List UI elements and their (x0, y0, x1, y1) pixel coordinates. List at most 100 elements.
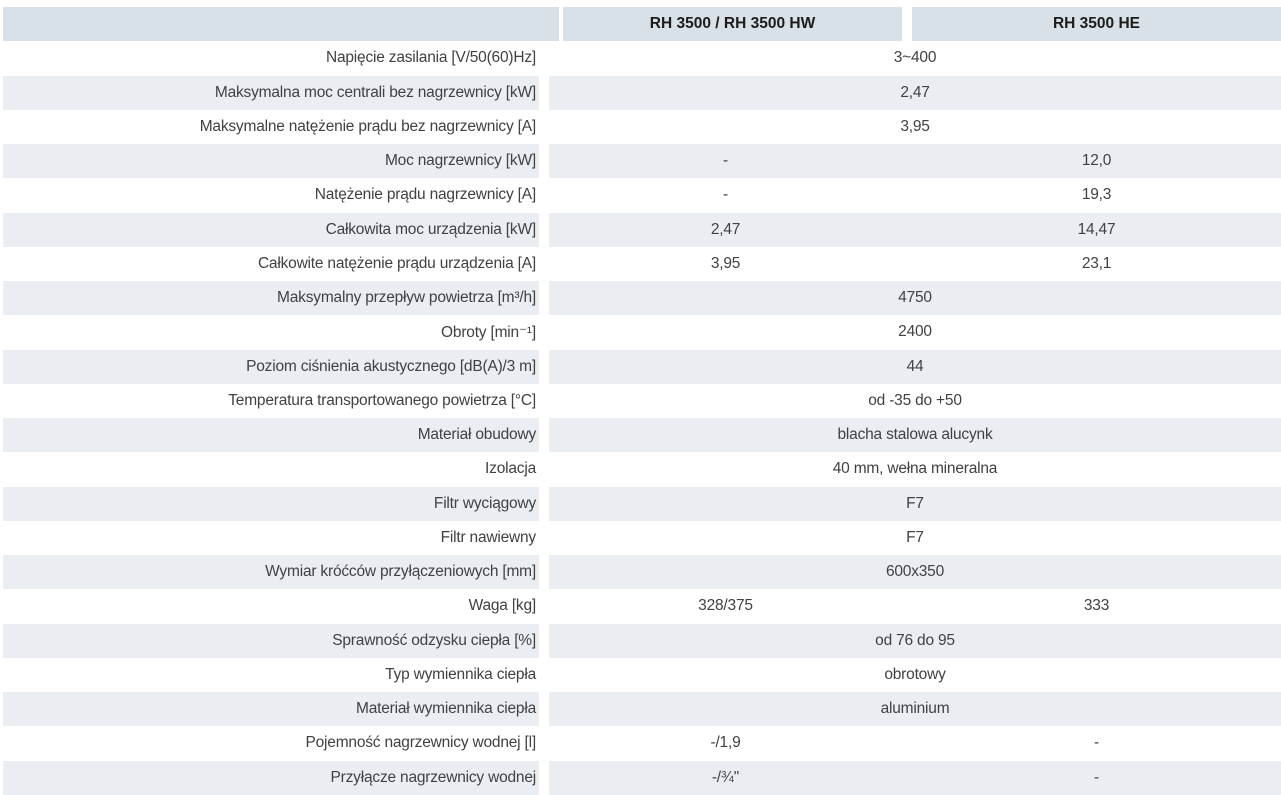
column-divider (902, 726, 912, 760)
row-data: 40 mm, wełna mineralna (549, 452, 1281, 486)
table-header-row: RH 3500 / RH 3500 HW RH 3500 HE (0, 7, 1281, 42)
row-value-merged: od -35 do +50 (868, 391, 962, 409)
row-label: Materiał obudowy (3, 418, 539, 453)
row-data: - 19,3 (549, 178, 1281, 212)
row-data: 328/375 333 (549, 589, 1281, 623)
row-data: aluminium (549, 692, 1281, 727)
row-value-merged: blacha stalowa alucynk (837, 426, 993, 444)
row-label: Moc nagrzewnicy [kW] (3, 144, 539, 179)
row-value-merged: 3,95 (900, 117, 930, 135)
row-data: 3~400 (549, 41, 1281, 75)
column-divider (539, 110, 549, 144)
row-value-merged: 2400 (898, 323, 932, 341)
column-divider (539, 247, 549, 281)
column-divider (902, 761, 912, 795)
row-label: Waga [kg] (468, 597, 537, 615)
column-header-rh3500-hw: RH 3500 / RH 3500 HW (563, 7, 902, 42)
row-value-merged: obrotowy (884, 665, 946, 683)
table-row: Typ wymiennika ciepła obrotowy (0, 658, 1281, 692)
row-value-merged: 600x350 (885, 563, 945, 581)
row-value-col1: 328/375 (698, 597, 753, 615)
row-label: Izolacja (485, 460, 536, 478)
row-value-col2: - (1094, 768, 1099, 786)
column-divider (539, 726, 549, 760)
row-value-col2: 333 (1083, 597, 1110, 615)
column-header-rh3500-he: RH 3500 HE (912, 7, 1281, 42)
row-label: Całkowite natężenie prądu urządzenia [A] (257, 254, 536, 272)
row-value-merged: F7 (906, 494, 924, 512)
row-value-merged: 2,47 (900, 83, 930, 101)
row-value-col1: 2,47 (710, 220, 741, 238)
column-divider (539, 589, 549, 623)
table-row: Wymiar króćców przyłączeniowych [mm] 600x… (0, 555, 1281, 590)
row-value-merged: 4750 (898, 289, 932, 307)
row-data: 4750 (549, 281, 1281, 316)
row-value-col2: 12,0 (1081, 152, 1112, 170)
row-label: Natężenie prądu nagrzewnicy [A] (314, 186, 536, 204)
row-data: - 12,0 (549, 144, 1281, 179)
column-divider (902, 7, 912, 41)
row-label: Temperatura transportowanego powietrza [… (228, 391, 536, 409)
column-divider (539, 418, 549, 452)
column-divider (539, 452, 549, 486)
row-value-merged: F7 (906, 528, 924, 546)
row-label: Maksymalna moc centrali bez nagrzewnicy … (3, 75, 539, 110)
row-value-merged: aluminium (880, 700, 950, 718)
table-row: Natężenie prądu nagrzewnicy [A] - 19,3 (0, 178, 1281, 212)
row-data: F7 (549, 486, 1281, 521)
row-value-merged: 44 (906, 357, 924, 375)
column-divider (539, 41, 549, 75)
column-divider (539, 213, 549, 247)
row-label: Wymiar króćców przyłączeniowych [mm] (3, 555, 539, 590)
column-divider (539, 555, 549, 589)
row-label: Filtr wyciągowy (3, 486, 539, 521)
column-divider (902, 144, 912, 178)
row-label: Napięcie zasilania [V/50(60)Hz] (325, 49, 536, 67)
table-row: Temperatura transportowanego powietrza [… (0, 384, 1281, 418)
header-empty-cell (3, 7, 559, 42)
column-divider (902, 589, 912, 623)
table-row: Materiał obudowy blacha stalowa alucynk (0, 418, 1281, 453)
column-divider (539, 315, 549, 349)
table-row: Materiał wymiennika ciepła aluminium (0, 692, 1281, 727)
column-divider (902, 247, 912, 281)
table-row: Całkowite natężenie prądu urządzenia [A]… (0, 247, 1281, 281)
table-row: Maksymalny przepływ powietrza [m³/h] 4750 (0, 281, 1281, 316)
row-label: Pojemność nagrzewnicy wodnej [l] (305, 734, 536, 752)
table-row: Napięcie zasilania [V/50(60)Hz] 3~400 (0, 41, 1281, 75)
row-label: Materiał wymiennika ciepła (3, 692, 539, 727)
table-row: Izolacja 40 mm, wełna mineralna (0, 452, 1281, 486)
table-row: Waga [kg] 328/375 333 (0, 589, 1281, 623)
column-divider (539, 658, 549, 692)
row-label: Poziom ciśnienia akustycznego [dB(A)/3 m… (3, 349, 539, 384)
row-value-col2: 23,1 (1081, 254, 1112, 272)
column-divider (539, 761, 549, 795)
spec-table: RH 3500 / RH 3500 HW RH 3500 HE Napięcie… (0, 7, 1281, 795)
row-label: Maksymalne natężenie prądu bez nagrzewni… (199, 117, 536, 135)
row-label: Typ wymiennika ciepła (385, 665, 536, 683)
table-row: Sprawność odzysku ciepła [%] od 76 do 95 (0, 623, 1281, 658)
row-data: blacha stalowa alucynk (549, 418, 1281, 453)
row-data: obrotowy (549, 658, 1281, 692)
row-label: Filtr nawiewny (440, 528, 537, 546)
table-row: Maksymalna moc centrali bez nagrzewnicy … (0, 75, 1281, 110)
row-value-col1: -/¾'' (711, 768, 740, 786)
row-value-col1: 3,95 (710, 254, 741, 272)
row-value-col1: - (723, 186, 728, 204)
column-divider (539, 692, 549, 726)
row-data: 44 (549, 349, 1281, 384)
table-row: Całkowita moc urządzenia [kW] 2,47 14,47 (0, 212, 1281, 247)
row-data: 3,95 23,1 (549, 247, 1281, 281)
row-value-col2: 19,3 (1081, 186, 1112, 204)
row-data: 2,47 (549, 75, 1281, 110)
row-data: 2400 (549, 315, 1281, 349)
row-data: od 76 do 95 (549, 623, 1281, 658)
row-value-col2: - (1094, 734, 1099, 752)
column-divider (539, 350, 549, 384)
row-data: F7 (549, 521, 1281, 555)
table-row: Filtr nawiewny F7 (0, 521, 1281, 555)
table-row: Poziom ciśnienia akustycznego [dB(A)/3 m… (0, 349, 1281, 384)
table-body: Napięcie zasilania [V/50(60)Hz] 3~400 Maks… (0, 41, 1281, 795)
row-label: Maksymalny przepływ powietrza [m³/h] (3, 281, 539, 316)
row-label: Przyłącze nagrzewnicy wodnej (3, 760, 539, 795)
